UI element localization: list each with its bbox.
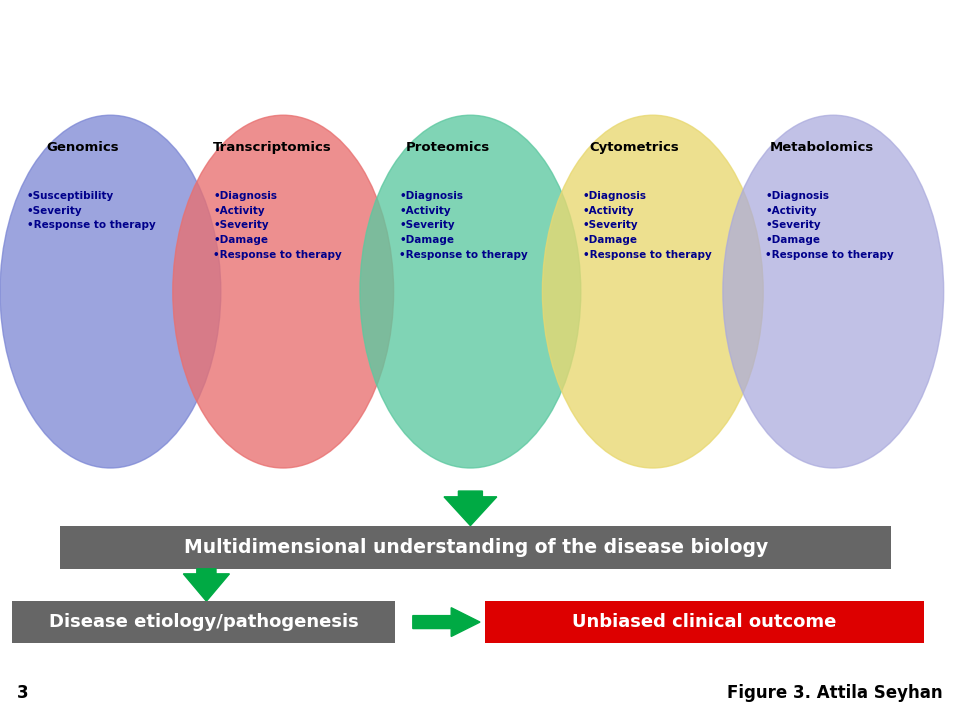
Ellipse shape	[542, 115, 763, 468]
Text: •Diagnosis
•Activity
•Severity
•Damage
•Response to therapy: •Diagnosis •Activity •Severity •Damage •…	[399, 191, 528, 260]
FancyBboxPatch shape	[12, 601, 395, 643]
Text: •Diagnosis
•Activity
•Severity
•Damage
•Response to therapy: •Diagnosis •Activity •Severity •Damage •…	[583, 191, 711, 260]
Ellipse shape	[723, 115, 944, 468]
Text: Metabolomics: Metabolomics	[770, 141, 875, 154]
FancyBboxPatch shape	[60, 526, 891, 569]
FancyBboxPatch shape	[485, 601, 924, 643]
Ellipse shape	[0, 115, 221, 468]
Text: Multidimensional understanding of the disease biology: Multidimensional understanding of the di…	[183, 538, 768, 557]
Ellipse shape	[173, 115, 394, 468]
Text: Genomics: Genomics	[46, 141, 119, 154]
Text: Cytometrics: Cytometrics	[589, 141, 679, 154]
Polygon shape	[444, 491, 497, 526]
Text: •Diagnosis
•Activity
•Severity
•Damage
•Response to therapy: •Diagnosis •Activity •Severity •Damage •…	[213, 191, 342, 260]
Text: 3: 3	[17, 684, 29, 702]
Text: Figure 3. Attila Seyhan: Figure 3. Attila Seyhan	[727, 684, 943, 702]
Text: Unbiased clinical outcome: Unbiased clinical outcome	[572, 613, 837, 631]
Text: Transcriptomics: Transcriptomics	[213, 141, 332, 154]
Text: •Susceptibility
•Severity
•Response to therapy: •Susceptibility •Severity •Response to t…	[27, 191, 156, 230]
Polygon shape	[183, 569, 229, 601]
Text: Disease etiology/pathogenesis: Disease etiology/pathogenesis	[49, 613, 358, 631]
Text: Proteomics: Proteomics	[406, 141, 491, 154]
Polygon shape	[413, 608, 480, 636]
Text: •Diagnosis
•Activity
•Severity
•Damage
•Response to therapy: •Diagnosis •Activity •Severity •Damage •…	[765, 191, 894, 260]
Ellipse shape	[360, 115, 581, 468]
